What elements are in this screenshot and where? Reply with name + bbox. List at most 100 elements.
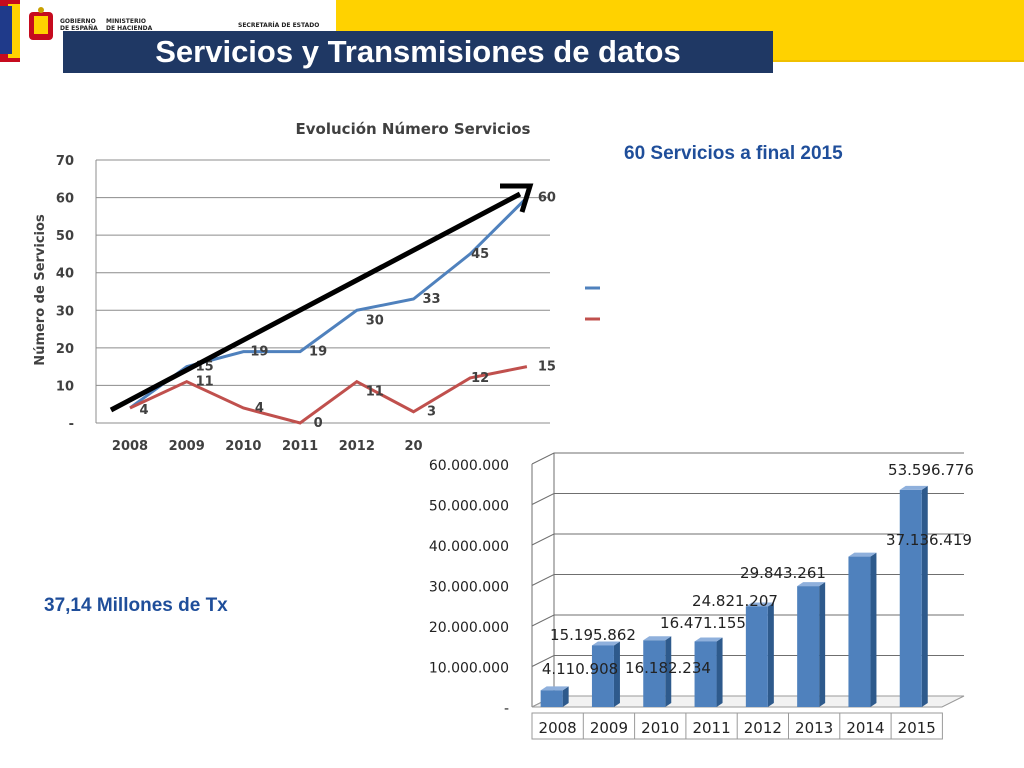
gridline (531, 493, 964, 505)
title-banner: Servicios y Transmisiones de datos (63, 31, 773, 73)
x-tick-label: 2015 (898, 719, 936, 737)
gobierno-label: GOBIERNO DE ESPAÑA (60, 18, 98, 32)
data-label: 45 (471, 247, 489, 262)
data-label: 4 (255, 401, 264, 416)
bar-chart-x-ticks: 2008 2009 2010 2011 2012 2013 2014 2015 (531, 712, 943, 740)
data-label: 3 (427, 405, 436, 420)
series-line (129, 365, 528, 425)
x-tick-label: 2011 (692, 719, 730, 737)
bar (848, 556, 871, 707)
eu-flag-icon (0, 6, 12, 54)
bar-side (716, 637, 723, 707)
page-title: Servicios y Transmisiones de datos (155, 34, 681, 69)
y-tick-label: 10 (56, 379, 74, 394)
y-tick-label: 30 (56, 304, 74, 319)
y-tick-label: 40.000.000 (429, 539, 509, 555)
bar-top (848, 552, 877, 557)
x-tick-label: 2012 (744, 719, 782, 737)
data-label: 4.110.908 (542, 660, 618, 678)
x-tick-label: 2009 (590, 719, 628, 737)
y-tick-label: 20 (56, 342, 74, 357)
bar-side (665, 636, 672, 707)
x-tick-label: 2011 (282, 439, 318, 454)
data-label: 24.821.207 (692, 592, 778, 610)
data-label: 60 (538, 191, 556, 206)
y-tick-label: 50.000.000 (429, 499, 509, 515)
bar (694, 641, 717, 707)
bar-top (694, 637, 723, 642)
x-tick-label: 2008 (112, 439, 148, 454)
data-label: 19 (309, 345, 327, 360)
bar-top (797, 582, 826, 587)
bar (899, 489, 922, 707)
x-tick-label: 2012 (339, 439, 375, 454)
x-tick-label: 2014 (846, 719, 884, 737)
line-chart-grid (95, 159, 550, 424)
bar (591, 645, 614, 707)
bar-side (870, 552, 877, 707)
data-label: 0 (314, 416, 323, 431)
bar-side (819, 582, 826, 707)
data-label: 16.182.234 (625, 659, 711, 677)
y-tick-label: 10.000.000 (429, 661, 509, 677)
bar-side (767, 602, 774, 707)
x-tick-label: 2010 (641, 719, 679, 737)
y-tick-label: 20.000.000 (429, 620, 509, 636)
bar-top (591, 641, 620, 646)
x-tick-label: 2009 (169, 439, 205, 454)
y-tick-label: 40 (56, 267, 74, 282)
line-chart-legend: Servicios IntermediadosIncremento Anual (585, 286, 600, 321)
x-tick-label: 20 (404, 439, 422, 454)
data-label: 33 (422, 292, 440, 307)
bar (643, 640, 666, 707)
bar-chart-data-labels: 4.110.908 15.195.862 16.471.155 16.182.234 2… (542, 461, 974, 678)
transactions-bar-chart: - 10.000.000 20.000.000 30.000.000 40.000.00… (429, 452, 974, 740)
bar-top (540, 686, 569, 691)
data-label: 4 (139, 403, 148, 418)
x-tick-label: 2013 (795, 719, 833, 737)
bar-side (613, 641, 620, 707)
data-label: 11 (366, 385, 384, 400)
x-tick-label: 2010 (225, 439, 261, 454)
arrow-shaft (109, 191, 522, 413)
bar (540, 690, 563, 707)
series-line (129, 196, 528, 410)
bar-chart-bars (540, 485, 928, 707)
bar-top (899, 485, 928, 490)
transactions-callout: 37,14 Millones de Tx (44, 595, 228, 616)
line-chart-y-ticks: - 10 20 30 40 50 60 70 (56, 154, 74, 432)
secretaria-label: SECRETARÍA DE ESTADO (238, 22, 320, 29)
y-tick-label: 60 (56, 192, 74, 207)
x-tick-label: 2008 (539, 719, 577, 737)
bar-top (745, 602, 774, 607)
bar (745, 606, 768, 707)
data-label: 16.471.155 (660, 614, 746, 632)
line-chart-title: Evolución Número Servicios (296, 120, 531, 138)
data-label: 11 (196, 375, 214, 390)
data-label: 53.596.776 (888, 461, 974, 479)
coat-of-arms-icon (29, 7, 53, 40)
data-label: 12 (471, 371, 489, 386)
services-callout: 60 Servicios a final 2015 (624, 143, 843, 164)
y-tick-label: 50 (56, 229, 74, 244)
data-label: 15 (538, 360, 556, 375)
y-tick-label: 60.000.000 (429, 458, 509, 474)
data-label: 37.136.419 (886, 531, 972, 549)
line-chart-y-axis-label: Número de Servicios (33, 214, 48, 366)
trend-arrow-icon (109, 183, 534, 413)
y-tick-label: 30.000.000 (429, 580, 509, 596)
bar (797, 586, 820, 707)
y-tick-label: 70 (56, 154, 74, 169)
data-label: 29.843.261 (740, 564, 826, 582)
arrow-head (500, 183, 534, 213)
y-tick-label: - (69, 417, 74, 432)
y-tick-label: - (504, 701, 509, 717)
bar-side (921, 485, 928, 707)
data-label: 30 (366, 313, 384, 328)
line-chart-x-ticks: 2008 2009 2010 2011 2012 20 (112, 439, 423, 454)
data-label: 15.195.862 (550, 626, 636, 644)
bar-side (562, 686, 569, 707)
data-label: 19 (250, 345, 268, 360)
